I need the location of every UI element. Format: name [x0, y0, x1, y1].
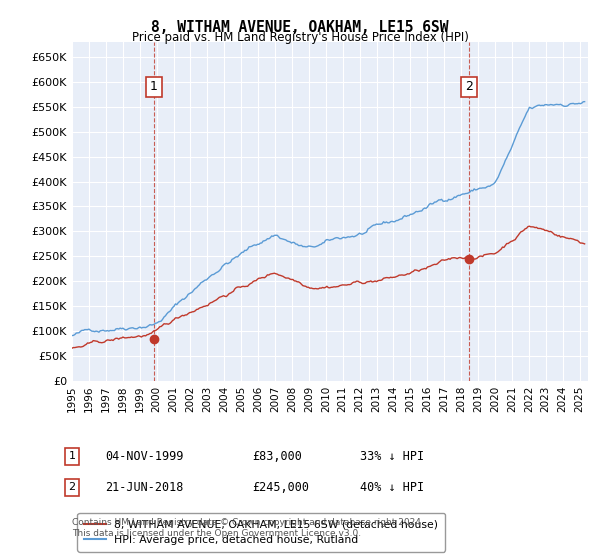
Text: Contains HM Land Registry data © Crown copyright and database right 2024.
This d: Contains HM Land Registry data © Crown c…: [72, 518, 424, 538]
Text: 1: 1: [150, 80, 158, 94]
Text: £83,000: £83,000: [252, 450, 302, 463]
Text: 2: 2: [465, 80, 473, 94]
Legend: 8, WITHAM AVENUE, OAKHAM, LE15 6SW (detached house), HPI: Average price, detache: 8, WITHAM AVENUE, OAKHAM, LE15 6SW (deta…: [77, 513, 445, 552]
Text: 33% ↓ HPI: 33% ↓ HPI: [360, 450, 424, 463]
Text: Price paid vs. HM Land Registry's House Price Index (HPI): Price paid vs. HM Land Registry's House …: [131, 31, 469, 44]
Text: 8, WITHAM AVENUE, OAKHAM, LE15 6SW: 8, WITHAM AVENUE, OAKHAM, LE15 6SW: [151, 20, 449, 35]
Text: 1: 1: [68, 451, 76, 461]
Text: 2: 2: [68, 482, 76, 492]
Text: 40% ↓ HPI: 40% ↓ HPI: [360, 480, 424, 494]
Text: £245,000: £245,000: [252, 480, 309, 494]
Text: 04-NOV-1999: 04-NOV-1999: [105, 450, 184, 463]
Text: 21-JUN-2018: 21-JUN-2018: [105, 480, 184, 494]
